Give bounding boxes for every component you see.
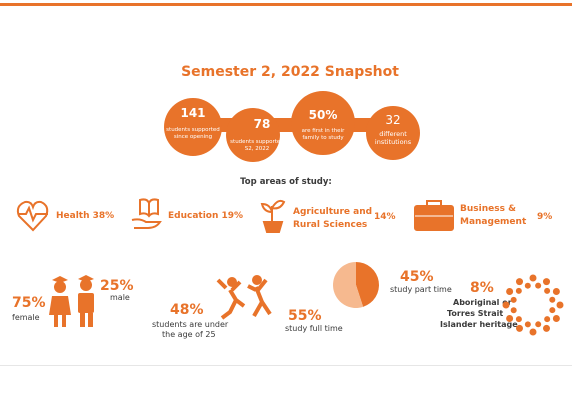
stat-text: study part time [390, 285, 452, 294]
area-percent: 9% [537, 212, 552, 222]
highlights: 141 students supported since opening 78 … [166, 106, 412, 152]
area-label: Management [460, 217, 527, 227]
stat-text: Torres Strait [447, 309, 503, 318]
stat-figure: 25% [100, 278, 134, 294]
ring-body [515, 316, 522, 323]
area-label: Business & [460, 204, 516, 214]
caption: institutions [375, 138, 412, 146]
stat-figure: 48% [170, 302, 204, 318]
stat-text: Aboriginal or [453, 298, 512, 307]
top-rule [0, 3, 572, 6]
caption: are first in their [302, 128, 345, 134]
figure: 78 [254, 117, 271, 131]
areas-heading: Top areas of study: [240, 177, 332, 187]
caption: family to study [302, 135, 344, 141]
ring-person [502, 301, 510, 309]
ring-body [524, 321, 531, 328]
ring-body [544, 287, 551, 294]
area-label: Rural Sciences [293, 220, 367, 230]
pie-slice [356, 262, 380, 307]
ring-body [515, 287, 522, 294]
ring-body [549, 296, 556, 303]
figure: 32 [385, 113, 400, 127]
study-pie [333, 262, 380, 308]
student-figures [49, 275, 272, 327]
ring-body [524, 282, 531, 289]
ring-person [529, 274, 537, 282]
ring-person [543, 324, 550, 332]
ring-body [549, 307, 556, 314]
area-label: Education 19% [168, 211, 243, 221]
ring-body [510, 307, 517, 314]
stat-figure: 45% [400, 269, 434, 285]
ring-person [516, 324, 523, 332]
area-label: Agriculture and [293, 207, 372, 217]
heritage-ring [502, 274, 564, 336]
stat-text: male [110, 293, 130, 302]
ring-person [552, 315, 560, 322]
ring-person [506, 315, 514, 322]
stat-text: the age of 25 [162, 330, 216, 339]
figure: 141 [180, 106, 205, 120]
pie-slice [333, 262, 364, 308]
stat-text: study full time [285, 324, 343, 333]
area-icons [16, 198, 454, 233]
ring-body [535, 321, 542, 328]
stat-figure: 8% [470, 280, 494, 296]
ring-person [529, 328, 537, 336]
stat-figure: 75% [12, 295, 46, 311]
stat-text: students are under [152, 320, 229, 329]
caption: students supported [230, 139, 284, 145]
stat-text: Islander heritage [440, 320, 518, 329]
stat-figure: 55% [288, 308, 322, 324]
ring-person [552, 288, 560, 295]
ring-person [556, 301, 564, 309]
highlight-band [164, 91, 420, 162]
stat-text: female [12, 313, 40, 322]
caption: students supported [166, 127, 220, 133]
ring-person [543, 278, 550, 286]
area-percent: 14% [374, 212, 396, 222]
figure: 50% [309, 108, 338, 122]
area-label: Health 38% [56, 211, 114, 221]
ring-person [516, 278, 523, 286]
ring-body [535, 282, 542, 289]
caption: since opening [174, 134, 212, 140]
ring-person [506, 288, 514, 295]
ring-body [510, 296, 517, 303]
title: Semester 2, 2022 Snapshot [181, 64, 399, 80]
ring-body [544, 316, 551, 323]
caption: different [379, 130, 407, 138]
bottom-rule [0, 365, 572, 366]
caption: S2, 2022 [245, 146, 269, 152]
